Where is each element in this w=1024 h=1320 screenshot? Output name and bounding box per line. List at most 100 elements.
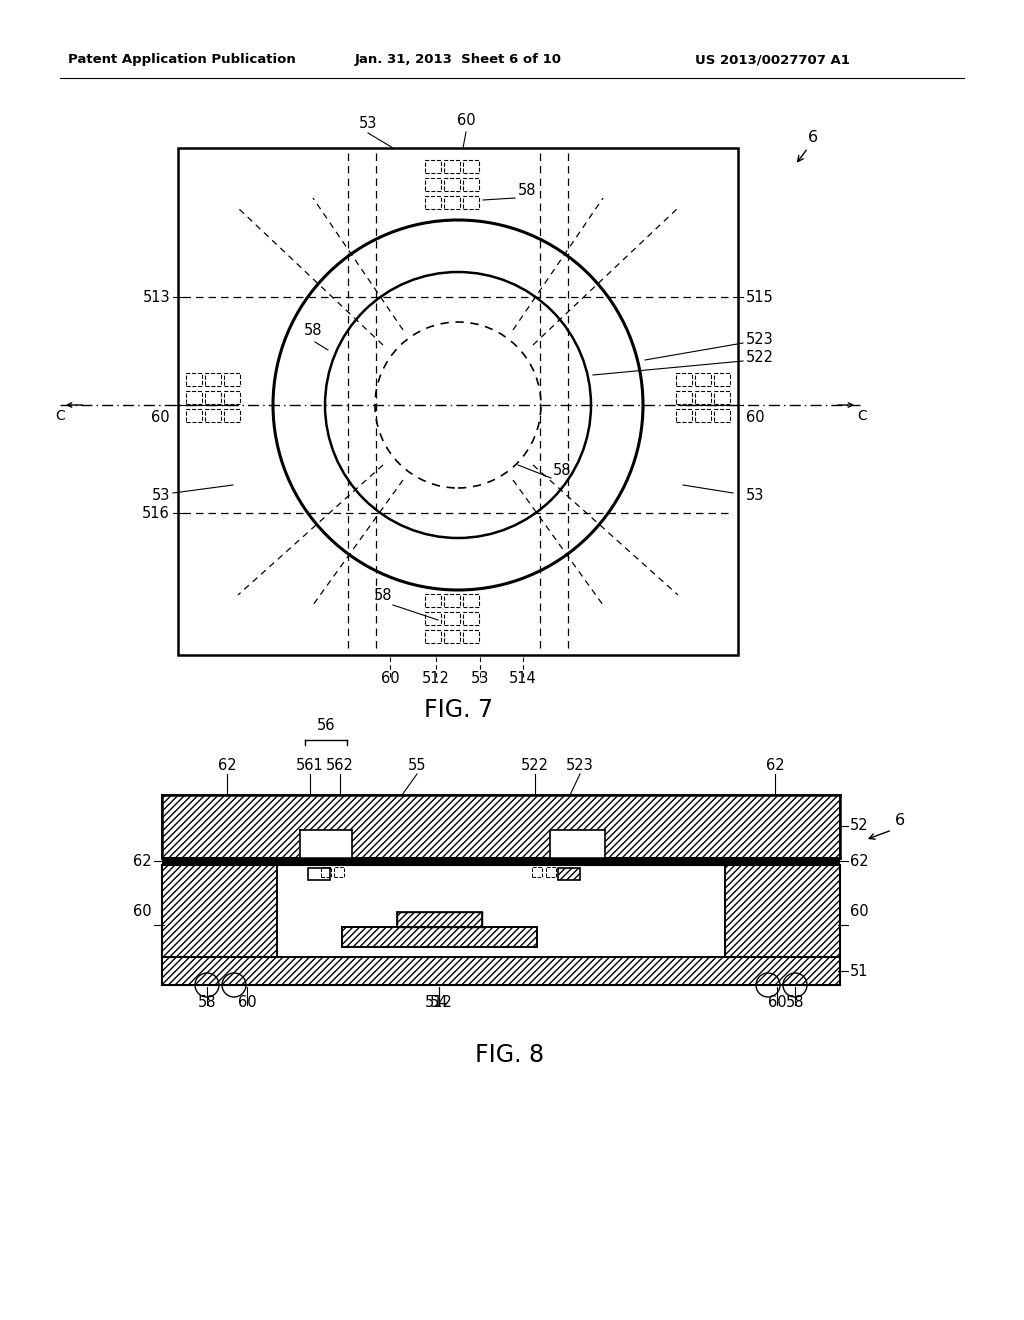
Bar [162,858,840,865]
Text: 60: 60 [457,114,475,128]
Bar [463,195,479,209]
Bar [205,391,221,404]
Text: 512: 512 [425,995,453,1010]
Bar [425,630,441,643]
Bar [463,160,479,173]
Bar [725,865,840,957]
Text: 62: 62 [766,758,784,774]
Text: 6: 6 [808,129,818,145]
Bar [186,374,202,385]
Bar [205,409,221,422]
Text: 60: 60 [768,995,786,1010]
Text: 58: 58 [785,995,804,1010]
Bar [546,867,556,876]
Text: 514: 514 [509,671,537,686]
Bar [425,178,441,191]
Text: 522: 522 [521,758,549,774]
Text: 523: 523 [746,333,774,347]
Text: 62: 62 [850,854,868,869]
Bar [532,867,542,876]
Bar [186,409,202,422]
Bar [444,160,460,173]
Text: 515: 515 [746,289,774,305]
Bar [224,409,240,422]
Bar [558,869,580,880]
Bar [444,195,460,209]
Bar [463,630,479,643]
Bar [695,409,711,422]
Bar [550,830,605,858]
Bar [342,927,537,946]
Text: 58: 58 [304,323,323,338]
Text: 512: 512 [422,671,450,686]
Text: 60: 60 [152,409,170,425]
Bar [463,594,479,607]
Bar [186,391,202,404]
Bar [444,612,460,624]
Text: 53: 53 [152,487,170,503]
Text: 60: 60 [850,903,868,919]
Text: 53: 53 [358,116,377,131]
Bar [463,612,479,624]
Text: 60: 60 [381,671,399,686]
Text: C: C [55,409,65,422]
Text: 53: 53 [471,671,489,686]
Text: 56: 56 [316,718,335,733]
Bar [205,374,221,385]
Text: 54: 54 [430,995,449,1010]
Bar [334,867,344,876]
Text: 58: 58 [518,183,537,198]
Text: Patent Application Publication: Patent Application Publication [68,54,296,66]
Text: 516: 516 [142,506,170,520]
Text: 58: 58 [553,463,571,478]
Bar [714,391,730,404]
Bar [714,374,730,385]
Text: FIG. 8: FIG. 8 [475,1043,545,1067]
Text: 55: 55 [408,758,426,774]
Text: 6: 6 [895,813,905,828]
Text: 513: 513 [142,289,170,305]
Text: 51: 51 [850,964,868,978]
Text: 53: 53 [746,487,764,503]
Bar [444,630,460,643]
Bar [425,594,441,607]
Bar [162,865,278,957]
Text: 58: 58 [198,995,216,1010]
Text: 561: 561 [296,758,324,774]
Text: 62: 62 [218,758,237,774]
Bar [425,160,441,173]
Text: Jan. 31, 2013  Sheet 6 of 10: Jan. 31, 2013 Sheet 6 of 10 [355,54,562,66]
Bar [397,912,482,927]
Text: 562: 562 [326,758,354,774]
Bar [425,612,441,624]
Bar [463,178,479,191]
Text: 523: 523 [566,758,594,774]
Bar [676,374,692,385]
Text: C: C [857,409,867,422]
Text: US 2013/0027707 A1: US 2013/0027707 A1 [695,54,850,66]
Text: 52: 52 [850,818,868,833]
Bar [178,148,738,655]
Text: 522: 522 [746,351,774,366]
Text: 60: 60 [746,409,765,425]
Bar [676,391,692,404]
Bar [714,409,730,422]
Bar [162,795,840,858]
Bar [425,195,441,209]
Bar [308,869,330,880]
Bar [224,374,240,385]
Text: 60: 60 [133,903,152,919]
Bar [321,867,331,876]
Bar [695,391,711,404]
Text: 60: 60 [238,995,256,1010]
Bar [444,594,460,607]
Bar [695,374,711,385]
Bar [162,957,840,985]
Bar [300,830,352,858]
Text: 58: 58 [374,587,392,603]
Bar [224,391,240,404]
Text: FIG. 7: FIG. 7 [424,698,493,722]
Text: 62: 62 [133,854,152,869]
Bar [676,409,692,422]
Bar [444,178,460,191]
